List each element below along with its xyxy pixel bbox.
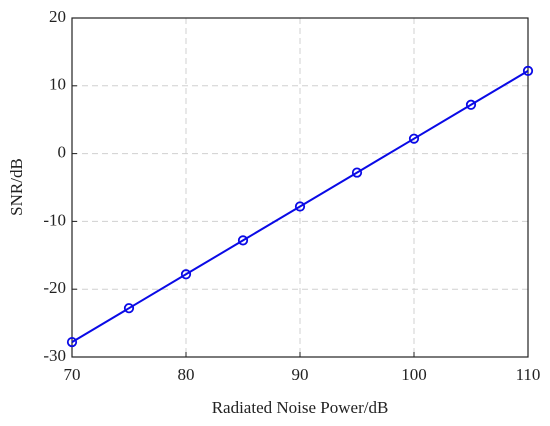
y-axis-label: SNR/dB [7,158,26,216]
data-point [237,235,249,246]
x-tick-label: 90 [292,365,309,384]
data-line [71,70,529,343]
data-point [123,303,135,314]
data-point [522,65,534,76]
y-tick-label: 20 [49,7,66,26]
data-point [66,336,78,348]
x-tick-label: 100 [401,365,427,384]
y-tick-label: -10 [43,210,66,229]
y-tick-label: 10 [49,75,66,94]
y-tick-label: 0 [58,143,67,162]
data-point [408,133,420,144]
x-axis-label: Radiated Noise Power/dB [212,398,389,417]
data-point [180,269,192,280]
data-point [465,99,477,110]
data-point [294,201,306,212]
x-tick-label: 70 [64,365,81,384]
y-tick-label: -20 [43,278,66,297]
x-tick-label: 110 [516,365,541,384]
plot-frame [71,17,529,358]
x-tick-label: 80 [178,365,195,384]
y-tick-label: -30 [43,346,66,365]
data-point [351,167,363,178]
